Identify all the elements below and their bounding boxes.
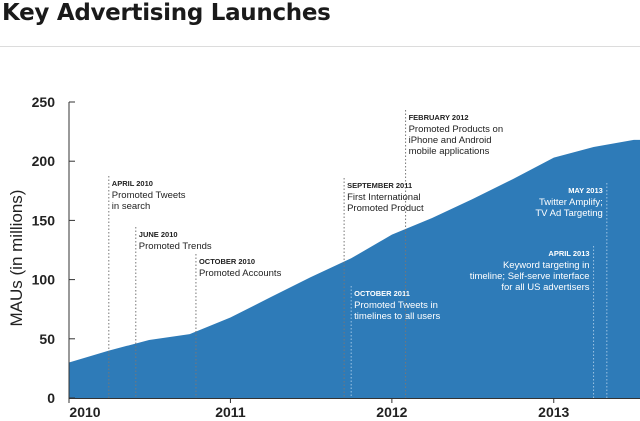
annotation-text: Promoted Trends — [139, 241, 212, 252]
annotation-date: SEPTEMBER 2011 — [347, 181, 412, 190]
annotation-date: APRIL 2013 — [548, 249, 589, 258]
y-tick-label: 50 — [39, 331, 55, 347]
annotation-text: timelines to all users — [354, 311, 440, 322]
annotation-text: iPhone and Android — [409, 135, 492, 146]
annotation-text: timeline; Self-serve interface — [470, 271, 590, 282]
x-tick-label: 2011 — [215, 404, 246, 420]
x-tick-label: 2012 — [376, 404, 407, 420]
annotation-date: FEBRUARY 2012 — [409, 113, 469, 122]
annotation-text: Promoted Accounts — [199, 268, 282, 279]
annotation-text: Promoted Tweets — [112, 190, 186, 201]
y-tick-label: 250 — [32, 94, 56, 110]
annotation-text: for all US advertisers — [501, 282, 589, 293]
annotation-date: MAY 2013 — [568, 186, 603, 195]
annotation-text: Twitter Amplify; — [539, 197, 603, 208]
annotation-text: Promoted Products on — [409, 124, 504, 135]
x-tick-label: 2010 — [69, 404, 100, 420]
y-tick-label: 150 — [32, 212, 56, 228]
y-tick-label: 0 — [47, 390, 55, 406]
x-tick-label: 2013 — [538, 404, 569, 420]
annotation-text: in search — [112, 201, 151, 212]
annotation-text: Promoted Tweets in — [354, 300, 438, 311]
annotation-text: First International — [347, 192, 420, 203]
annotation-text: mobile applications — [409, 146, 490, 157]
annotation-date: APRIL 2010 — [112, 179, 153, 188]
y-axis-label: MAUs (in millions) — [7, 190, 26, 327]
series-area — [69, 139, 640, 398]
y-tick-label: 100 — [32, 272, 56, 288]
annotation-text: Promoted Product — [347, 203, 424, 214]
chart-title: Key Advertising Launches — [2, 0, 331, 26]
annotation-text: Keyword targeting in — [503, 260, 590, 271]
annotation-text: TV Ad Targeting — [535, 208, 602, 219]
title-divider — [0, 46, 640, 47]
annotation-date: OCTOBER 2011 — [354, 289, 410, 298]
y-tick-label: 200 — [32, 153, 56, 169]
annotation-date: JUNE 2010 — [139, 230, 178, 239]
annotation-date: OCTOBER 2010 — [199, 257, 255, 266]
